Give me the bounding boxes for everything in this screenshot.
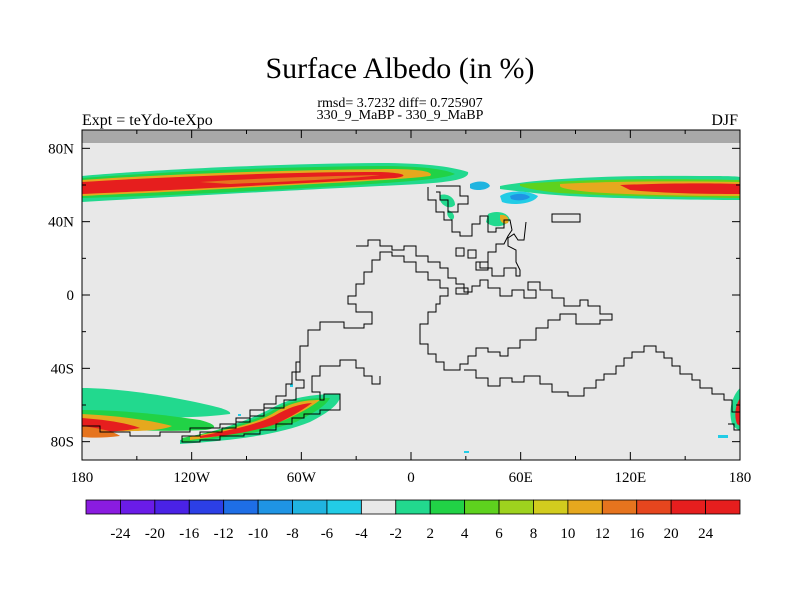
colorbar: -24 -20 -16 -12 -10 -8 -6 -4 -2 2 4 6 8 10 12 16 20 24 — [85, 499, 741, 542]
colorbar-swatch — [429, 499, 466, 515]
cyan-dot-3 — [464, 451, 469, 453]
north-band-west-orange-streak — [200, 175, 380, 184]
eurasia-outline — [436, 185, 469, 213]
colorbar-label: 6 — [495, 526, 503, 542]
experiment-label: Expt = teYdo-teXpo — [82, 112, 213, 129]
colorbar-swatch — [292, 499, 328, 515]
colorbar-swatch — [120, 499, 156, 515]
colorbar-swatch — [257, 499, 293, 515]
colorbar-swatch — [154, 499, 190, 515]
albedo-field — [82, 163, 740, 453]
colorbar-label: -20 — [145, 526, 165, 542]
colorbar-label: -4 — [355, 526, 368, 542]
x-tick-label: 120E — [614, 470, 646, 486]
colorbar-label: 10 — [560, 526, 575, 542]
colorbar-swatch — [360, 499, 397, 515]
y-tick-label: 40S — [51, 361, 74, 377]
colorbar-label: 4 — [461, 526, 469, 542]
colorbar-label: 20 — [664, 526, 679, 542]
colorbar-swatch — [326, 499, 362, 515]
negative-patch-1 — [470, 181, 490, 191]
colorbar-label: 16 — [629, 526, 645, 542]
y-tick-label: 0 — [67, 288, 75, 304]
colorbar-swatch — [533, 499, 569, 515]
x-tick-label: 60W — [287, 470, 317, 486]
colorbar-label: 8 — [530, 526, 538, 542]
pangaea-main-outline — [181, 239, 613, 443]
caspian-box — [551, 213, 581, 223]
chart-title: Surface Albedo (in %) — [265, 52, 535, 85]
colorbar-swatch — [498, 499, 534, 515]
southern-continent-outline — [464, 345, 740, 413]
colorbar-swatch — [636, 499, 672, 515]
colorbar-label: -24 — [110, 526, 130, 542]
colorbar-swatch — [223, 499, 259, 515]
colorbar-label: 2 — [426, 526, 434, 542]
colorbar-label: -10 — [248, 526, 268, 542]
y-tick-label: 80N — [48, 141, 74, 157]
colorbar-label: -12 — [214, 526, 234, 542]
colorbar-swatch — [464, 499, 500, 515]
colorbar-label: 12 — [595, 526, 610, 542]
x-tick-label: 0 — [407, 470, 415, 486]
y-tick-label: 80S — [51, 435, 74, 451]
colorbar-label: 24 — [698, 526, 714, 542]
colorbar-swatch — [601, 499, 638, 515]
cyan-dot-1 — [290, 384, 293, 387]
south-band-mid-red — [200, 403, 312, 438]
x-tick-label: 180 — [729, 470, 752, 486]
small-box-1 — [455, 247, 465, 257]
cyan-dot-4 — [718, 435, 728, 438]
west-antarctic-outline — [82, 352, 301, 437]
stats-line: rmsd= 3.7232 diff= 0.725907 — [317, 96, 483, 111]
europe-patch-3 — [500, 214, 509, 224]
colorbar-swatch — [670, 499, 706, 515]
colorbar-swatch — [567, 499, 603, 515]
chart-subtitle: 330_9_MaBP - 330_9_MaBP — [316, 108, 484, 123]
colorbar-swatch — [85, 499, 121, 515]
colorbar-label: -6 — [321, 526, 334, 542]
small-box-2 — [467, 249, 477, 259]
colorbar-swatch — [395, 499, 431, 515]
x-tick-label: 60E — [509, 470, 533, 486]
east-antarctic-edge — [728, 423, 740, 431]
colorbar-label: -16 — [179, 526, 199, 542]
x-tick-label: 180 — [71, 470, 94, 486]
colorbar-label: -2 — [390, 526, 403, 542]
colorbar-swatch — [188, 499, 225, 515]
small-box-4 — [475, 261, 489, 271]
north-band-east-red — [620, 183, 740, 194]
y-tick-label: 40N — [48, 215, 74, 231]
colorbar-swatch — [705, 499, 741, 515]
south-band-west-outer — [82, 388, 231, 418]
season-label: DJF — [711, 112, 738, 129]
continent-outlines — [82, 185, 740, 443]
axes: 180 120W 60W 0 60E 120E 180 80N 40N 0 40S 80S — [48, 130, 751, 486]
africa-outline — [427, 187, 527, 277]
negative-patch-2-core — [510, 193, 530, 201]
x-tick-label: 120W — [173, 470, 211, 486]
cyan-dot-2 — [238, 414, 241, 416]
colorbar-label: -8 — [286, 526, 299, 542]
